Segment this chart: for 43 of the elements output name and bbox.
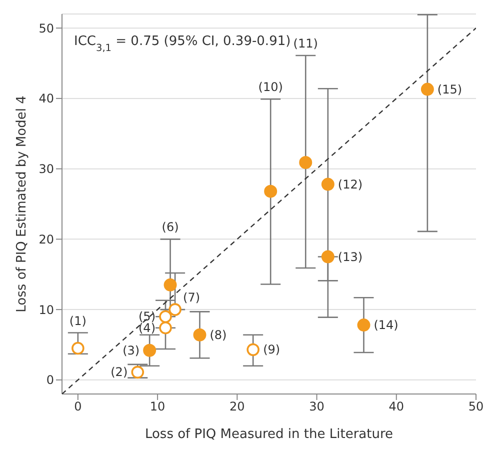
annotation: (10): [258, 80, 283, 94]
annotation: (5): [138, 310, 156, 324]
annotation: (9): [263, 342, 280, 357]
point: [72, 342, 84, 355]
annotation: (6): [162, 220, 179, 234]
y-tick-label: 20: [38, 232, 54, 246]
y-tick-label: 30: [38, 162, 54, 176]
point: [420, 82, 434, 96]
point: [246, 343, 260, 356]
point: [321, 178, 334, 191]
x-axis-title: Loss of PIQ Measured in the Literature: [144, 427, 394, 442]
point: [299, 156, 312, 169]
point: [159, 321, 172, 334]
y-tick-label: 10: [38, 302, 54, 317]
annotation: (15): [437, 82, 462, 96]
annotation: (1): [69, 314, 86, 328]
y-axis-title: Loss of PIQ Estimated by Model 4: [14, 96, 30, 312]
annotation: ICC$_{3,1}$ = 0.75 (95% CI, 0.39-0.91): [74, 34, 291, 54]
x-tick-label: 40: [388, 400, 404, 414]
point: [143, 344, 156, 357]
y-tick-label: 50: [38, 21, 54, 36]
point: [164, 278, 177, 292]
y-tick-label: 40: [38, 92, 54, 106]
annotation: (14): [374, 318, 398, 332]
annotation: (11): [293, 36, 318, 51]
y-tick-label: 0: [46, 373, 54, 388]
annotation: (8): [210, 328, 227, 342]
point: [193, 328, 206, 342]
point: [321, 250, 334, 264]
annotation: (13): [338, 250, 363, 264]
point: [264, 184, 278, 198]
point: [159, 310, 172, 323]
x-tick-label: 10: [150, 400, 166, 414]
x-tick-label: 20: [230, 400, 245, 414]
x-tick-label: 30: [309, 400, 324, 414]
x-tick-label: 0: [74, 400, 82, 414]
annotation: (3): [122, 343, 140, 358]
annotation: (12): [338, 177, 363, 192]
point: [168, 303, 182, 316]
annotation: (2): [110, 365, 128, 380]
x-tick-label: 50: [468, 400, 484, 414]
annotation: (7): [183, 290, 200, 305]
point: [357, 318, 370, 332]
